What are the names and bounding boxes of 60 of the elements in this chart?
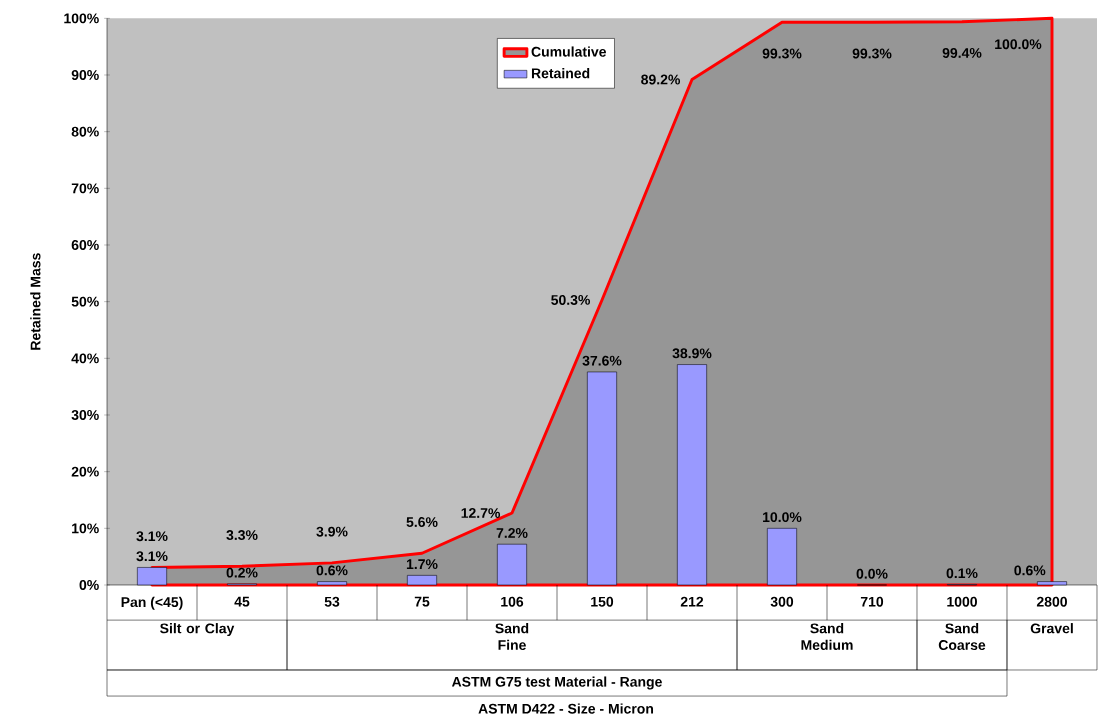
y-tick-label: 90%: [71, 70, 99, 80]
y-tick-label: 10%: [72, 523, 99, 534]
y-tick-label: 100%: [64, 13, 99, 24]
legend-label: Cumulative: [531, 46, 606, 57]
data-label: 5.6%: [406, 517, 438, 527]
bar: [497, 543, 527, 586]
data-label: 0.2%: [226, 567, 258, 578]
legend-label: Retained: [531, 68, 590, 79]
data-label: 99.3%: [762, 48, 802, 59]
data-label: 0.0%: [856, 568, 888, 579]
text: ASTM D422 - Size - Micron: [478, 703, 654, 714]
x-tick-label: 75: [414, 596, 430, 607]
bar: [677, 364, 707, 586]
text: Sand Coarse: [938, 623, 986, 651]
data-label: 38.9%: [672, 348, 712, 359]
data-label: 50.3%: [551, 295, 591, 305]
x-tick-label: 300: [770, 596, 794, 607]
y-tick-label: 40%: [71, 353, 99, 364]
x-tick-label: 53: [324, 596, 340, 607]
y-axis-title: Retained Mass: [30, 253, 41, 350]
data-label: 3.1%: [136, 531, 168, 542]
bar: [587, 371, 617, 586]
data-label: 3.9%: [316, 526, 348, 537]
data-label: 0.6%: [1014, 565, 1046, 576]
x-tick-label: 45: [234, 596, 250, 607]
data-label: 99.4%: [942, 48, 982, 58]
data-label: 3.3%: [226, 530, 258, 541]
bar: [407, 575, 437, 586]
x-tick-label: 710: [860, 596, 884, 607]
x-tick-label: 150: [591, 596, 614, 607]
x-tick-label: 106: [501, 596, 524, 607]
text: Gravel: [1030, 623, 1073, 634]
y-tick-label: 60%: [71, 240, 99, 250]
data-label: 10.0%: [763, 512, 802, 523]
text: ASTM G75 test Material - Range: [451, 676, 662, 690]
text: Silt or Clay: [160, 623, 235, 637]
y-tick-label: 50%: [71, 296, 99, 307]
x-tick-label: 2800: [1036, 596, 1067, 607]
data-label: 89.2%: [641, 74, 681, 85]
text: Sand Fine: [495, 623, 529, 651]
data-label: 0.1%: [946, 568, 978, 579]
data-label: 37.6%: [582, 355, 622, 366]
bar: [317, 581, 347, 586]
x-tick-label: 1000: [947, 596, 977, 607]
data-label: 99.3%: [852, 48, 892, 59]
x-tick-label: Pan (<45): [121, 596, 183, 610]
data-label: 0.6%: [316, 565, 348, 576]
bar: [767, 528, 797, 586]
text: Sand Medium: [801, 623, 853, 651]
y-tick-label: 20%: [71, 466, 99, 477]
data-label: 12.7%: [461, 508, 501, 518]
y-tick-label: 80%: [71, 126, 99, 137]
data-label: 1.7%: [406, 559, 438, 570]
data-label: 3.1%: [136, 551, 168, 562]
x-tick-label: 212: [680, 596, 704, 607]
y-tick-label: 0%: [79, 580, 99, 590]
data-label: 100.0%: [995, 39, 1042, 50]
y-tick-label: 30%: [71, 410, 99, 420]
y-tick-label: 70%: [71, 183, 99, 194]
data-label: 7.2%: [496, 528, 528, 538]
